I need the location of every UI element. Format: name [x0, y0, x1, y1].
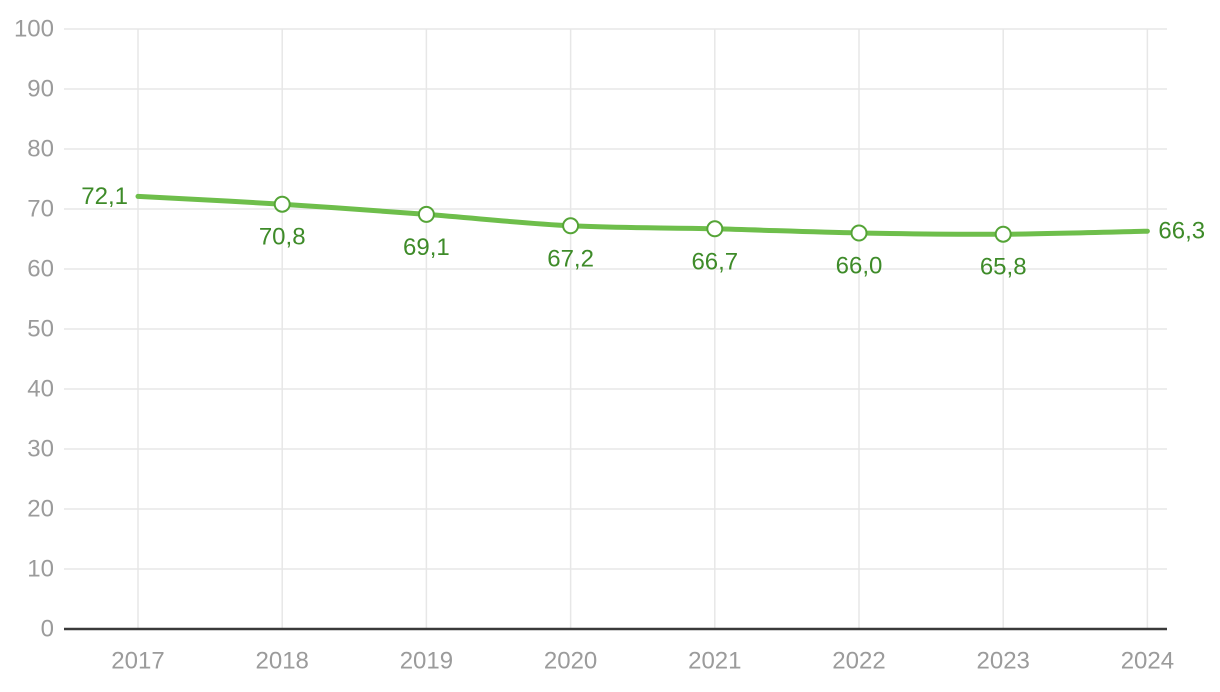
data-point-marker: [850, 224, 868, 242]
y-axis-tick-label: 30: [27, 436, 54, 463]
data-point-marker: [417, 205, 435, 223]
data-point-marker: [562, 217, 580, 235]
y-axis-tick-label: 60: [27, 256, 54, 283]
data-point-label: 70,8: [259, 224, 306, 251]
x-axis-tick-label: 2024: [1121, 648, 1174, 675]
data-point-marker: [706, 220, 724, 238]
y-axis-tick-label: 20: [27, 496, 54, 523]
data-point-label: 66,7: [691, 248, 738, 275]
y-axis-tick-label: 40: [27, 376, 54, 403]
data-point-marker: [994, 225, 1012, 243]
y-axis-tick-label: 90: [27, 76, 54, 103]
data-point-label: 67,2: [547, 245, 594, 272]
y-axis-tick-label: 50: [27, 316, 54, 343]
y-axis-tick-label: 80: [27, 136, 54, 163]
y-axis-tick-label: 0: [41, 616, 54, 643]
x-axis-tick-label: 2018: [256, 648, 309, 675]
data-point-label: 72,1: [81, 183, 128, 210]
x-axis-tick-label: 2021: [688, 648, 741, 675]
y-axis-tick-label: 10: [27, 556, 54, 583]
data-point-label: 69,1: [403, 234, 450, 261]
x-axis-tick-label: 2022: [832, 648, 885, 675]
x-axis-tick-label: 2023: [977, 648, 1030, 675]
y-axis-tick-label: 70: [27, 196, 54, 223]
data-point-marker: [273, 195, 291, 213]
y-axis-tick-label: 100: [14, 16, 54, 43]
x-axis-tick-label: 2017: [111, 648, 164, 675]
data-point-label: 65,8: [980, 254, 1027, 281]
series-line: [135, 193, 1150, 237]
data-point-label: 66,3: [1158, 218, 1205, 245]
x-axis-tick-label: 2019: [400, 648, 453, 675]
data-point-label: 66,0: [836, 253, 883, 280]
x-axis-tick-label: 2020: [544, 648, 597, 675]
